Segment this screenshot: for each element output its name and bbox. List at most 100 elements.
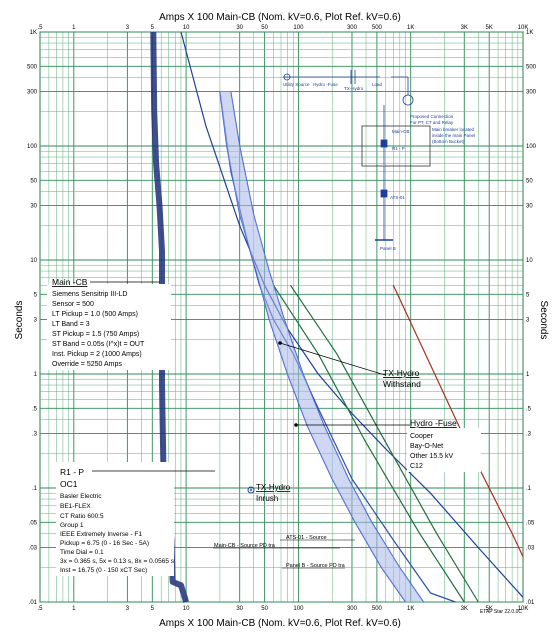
hydro-fuse-line: Other 15.5 kV — [410, 453, 454, 460]
one-line-label: Load — [372, 82, 383, 87]
x-tick-label-top: 50 — [261, 25, 268, 31]
one-line-label: Main-CB — [392, 129, 410, 134]
x-tick-label-top: 500 — [372, 25, 383, 31]
x-tick-label-top: .5 — [37, 25, 43, 31]
main-cb-line: ST Pickup = 1.5 (750 Amps) — [52, 331, 139, 338]
x-tick-label-top: 30 — [236, 25, 243, 31]
main-cb-line: LT Band = 3 — [52, 321, 90, 328]
r1-p-line: Basler Electric — [60, 493, 102, 500]
y-tick-label-right: 30 — [526, 204, 533, 210]
r1-p-title: R1 - P — [60, 467, 84, 477]
r1-p-line: Group 1 — [60, 522, 84, 529]
tick-labels: .5 .5 1 1 3 3 5 5 10 10 30 30 50 50 100 100 300 300 500 500… — [27, 25, 537, 612]
x-tick-label-top: 10K — [518, 25, 529, 31]
one-line-label: For PT, CT and Relay — [410, 120, 454, 125]
r1-p-line: BE1-FLEX — [60, 503, 91, 510]
x-tick-label-bottom: 5 — [151, 606, 155, 612]
x-tick-label-bottom: .5 — [37, 606, 43, 612]
x-tick-label-top: 100 — [293, 25, 304, 31]
source-label: Main-CB - Source PD tra — [214, 543, 276, 549]
curve-unnamed — [290, 284, 479, 603]
y-tick-label-right: 50 — [526, 178, 533, 184]
x-tick-label-bottom: 100 — [293, 606, 304, 612]
y-tick-label-left: .3 — [32, 432, 38, 438]
x-tick-label-bottom: 30 — [236, 606, 243, 612]
one-line-label: ATS-01 — [390, 195, 405, 200]
y-tick-label-left: .1 — [32, 486, 38, 492]
x-tick-label-bottom: 3K — [461, 606, 468, 612]
main-cb-line: Inst. Pickup = 2 (1000 Amps) — [52, 351, 142, 358]
y-tick-label-right: 300 — [526, 90, 537, 96]
x-tick-label-bottom: 3 — [126, 606, 130, 612]
y-tick-label-right: .03 — [526, 546, 535, 552]
hydro-fuse-line: C12 — [410, 463, 423, 470]
y-tick-label-left: 100 — [27, 144, 38, 150]
one-line-label: Hydro -Fuse — [313, 82, 338, 87]
one-line-label: TX-Hydro — [344, 86, 364, 91]
x-tick-label-bottom: 50 — [261, 606, 268, 612]
r1-p-line: IEEE Extremely Inverse - F1 — [60, 531, 142, 538]
y-tick-label-left: 1K — [30, 30, 37, 36]
y-tick-label-right: 500 — [526, 64, 537, 70]
r1-p-subtitle: OC1 — [60, 479, 78, 489]
tx-withstand-line1: TX-Hydro — [383, 368, 420, 378]
y-tick-label-left: .03 — [29, 546, 38, 552]
one-line-label: R1 - P — [392, 146, 405, 151]
tx-inrush-annotation: TX-Hydro Inrush — [247, 483, 291, 503]
x-tick-label-bottom: 5K — [486, 606, 493, 612]
r1-p-line: Inst = 16.75 (0 - 150 xCT Sec) — [60, 567, 147, 574]
x-tick-label-bottom: 10K — [518, 606, 529, 612]
x-tick-label-top: 1K — [407, 25, 414, 31]
x-tick-label-top: 5K — [486, 25, 493, 31]
r1-p-line: Time Dial = 0.1 — [60, 549, 104, 556]
y-tick-label-left: 3 — [34, 318, 38, 324]
x-tick-label-bottom: 300 — [347, 606, 358, 612]
hydro-fuse-line: Bay-O-Net — [410, 443, 443, 450]
x-tick-label-top: 10 — [183, 25, 190, 31]
source-labels: Main-CB - Source PD tra ATS-01 - Source … — [213, 535, 355, 569]
main-cb-line: Override = 5250 Amps — [52, 361, 122, 368]
y-tick-label-right: .01 — [526, 600, 535, 606]
y-axis-title-right: Seconds — [538, 301, 549, 340]
y-tick-label-right: .1 — [526, 486, 532, 492]
y-tick-label-right: 1K — [526, 30, 533, 36]
one-line-diagram — [283, 70, 431, 241]
one-line-labels: Utility Source Hydro -Fuse TX-Hydro Load… — [283, 82, 475, 251]
x-tick-label-bottom: 10 — [183, 606, 190, 612]
y-tick-label-left: .5 — [32, 406, 38, 412]
x-tick-label-bottom: 500 — [372, 606, 383, 612]
tx-withstand-annotation: TX-Hydro Withstand — [278, 341, 421, 389]
x-tick-label-top: 3K — [461, 25, 468, 31]
main-cb-line: ST Band = 0.05s (I^x)t = OUT — [52, 341, 145, 348]
y-tick-label-right: 3 — [526, 318, 530, 324]
source-label: ATS-01 - Source — [286, 535, 327, 541]
y-tick-label-right: .3 — [526, 432, 532, 438]
y-axis-title-left: Seconds — [14, 301, 25, 340]
y-tick-label-right: 100 — [526, 144, 537, 150]
x-tick-label-bottom: 1 — [72, 606, 76, 612]
y-tick-label-right: .5 — [526, 406, 532, 412]
hydro-fuse-annotation: Hydro -Fuse Cooper Bay-O-Net Other 15.5 … — [294, 418, 481, 472]
one-line-label: Proposed Connection — [410, 114, 454, 119]
x-tick-label-bottom: 1K — [407, 606, 414, 612]
curve-hydro-fuse — [230, 91, 424, 603]
tx-inrush-line1: TX-Hydro — [256, 483, 291, 492]
y-tick-label-left: 30 — [30, 204, 37, 210]
r1-p-line: 3x = 0.365 s, 5x = 0.13 s, 8x = 0.0565 s — [60, 558, 175, 565]
r1-p-annotation: R1 - P OC1 Basler Electric BE1-FLEX CT R… — [56, 462, 215, 576]
x-tick-label-top: 300 — [347, 25, 358, 31]
x-axis-title-top: Amps X 100 Main-CB (Nom. kV=0.6, Plot Re… — [159, 12, 401, 23]
y-tick-label-left: 50 — [30, 178, 37, 184]
one-line-label: Main breaker located — [432, 127, 475, 132]
tx-withstand-line2: Withstand — [383, 379, 421, 389]
y-tick-label-right: 10 — [526, 258, 533, 264]
x-tick-label-top: 5 — [151, 25, 155, 31]
y-tick-label-right: 1 — [526, 372, 530, 378]
tx-inrush-line2: Inrush — [256, 494, 278, 503]
x-axis-title-bottom: Amps X 100 Main-CB (Nom. kV=0.6, Plot Re… — [159, 618, 401, 629]
x-tick-label-top: 1 — [72, 25, 76, 31]
curve-r1-p-oc1 — [180, 31, 524, 598]
y-tick-label-right: 5 — [526, 292, 530, 298]
main-cb-line: Sensor = 500 — [52, 301, 94, 308]
main-cb-line: LT Pickup = 1.0 (500 Amps) — [52, 311, 138, 318]
